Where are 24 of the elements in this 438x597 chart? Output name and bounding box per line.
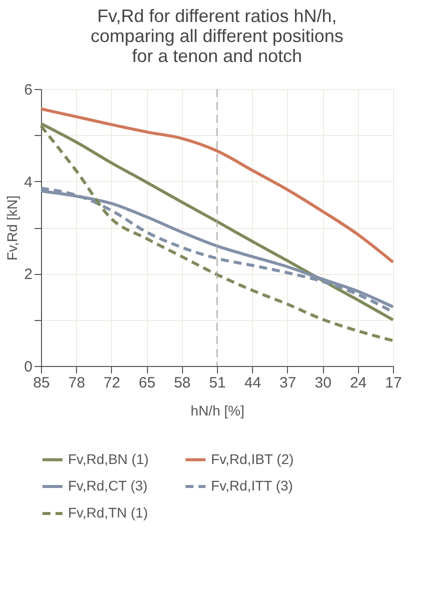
legend-label: Fv,Rd,TN (1) (68, 504, 148, 520)
x-tick-label: 58 (174, 374, 191, 392)
y-tick-label: 4 (24, 174, 32, 191)
x-tick-label: 17 (385, 374, 402, 392)
x-tick-label: 44 (244, 374, 262, 392)
legend-label: Fv,Rd,BN (1) (68, 450, 149, 467)
line-series (40, 107, 394, 264)
x-tick-label: 78 (68, 374, 86, 392)
x-tick-label: 65 (138, 374, 156, 392)
y-tick-label: 6 (24, 82, 32, 98)
y-axis-title: Fv,Rd [kN] (4, 195, 20, 261)
y-tick-label: 2 (24, 266, 32, 284)
x-tick-label: 72 (104, 374, 120, 392)
x-axis-title: hN/h [%] (190, 402, 244, 418)
legend-label: Fv,Rd,CT (3) (68, 478, 148, 494)
x-tick-label: 37 (280, 374, 296, 392)
x-tick-label: 85 (33, 374, 50, 392)
chart-title: Fv,Rd for different ratios hN/h, comparing all different positions for a tenon and notch (90, 6, 344, 66)
legend-label: Fv,Rd,ITT (3) (211, 478, 293, 494)
x-tick-label: 24 (350, 374, 367, 392)
y-tick-label: 0 (24, 358, 32, 376)
x-tick-label: 51 (209, 374, 226, 392)
legend-label: Fv,Rd,IBT (2) (211, 450, 294, 467)
x-tick-label: 30 (314, 374, 332, 392)
